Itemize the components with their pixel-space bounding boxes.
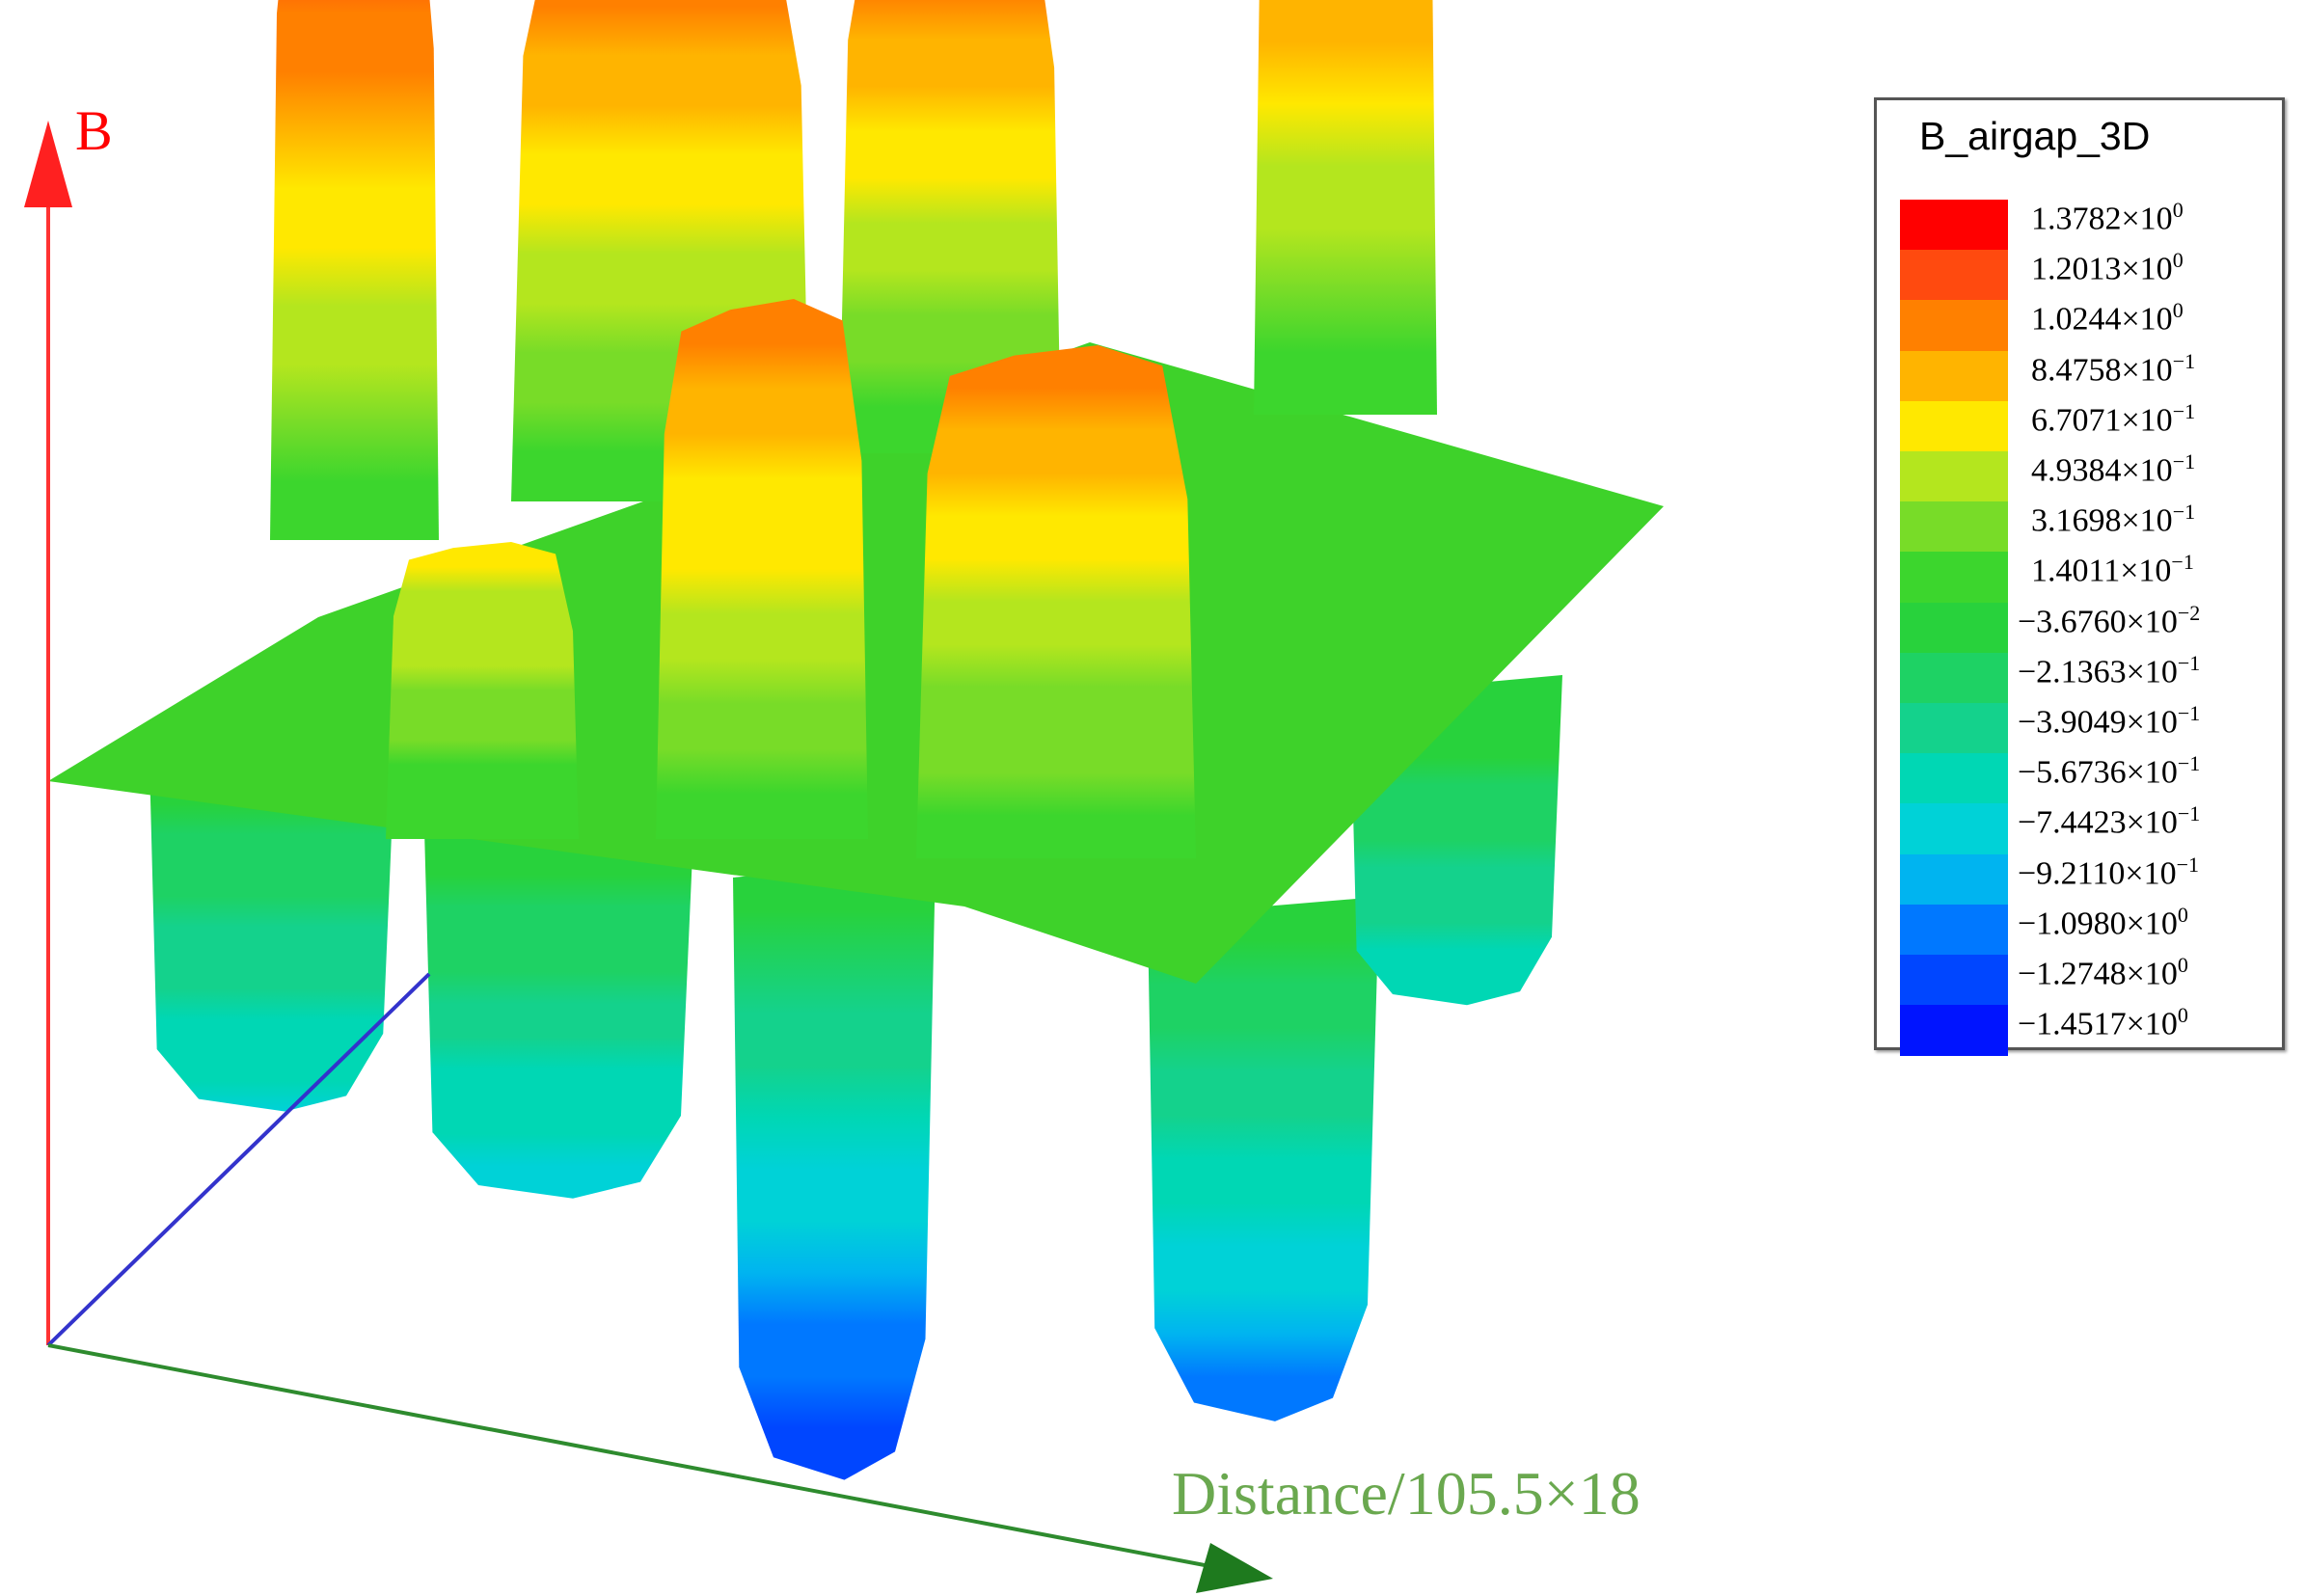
surface-peak xyxy=(386,542,579,839)
surface-peak xyxy=(839,0,1061,453)
colorbar-swatch xyxy=(1900,753,2008,805)
peak-layer xyxy=(270,0,1437,858)
colorbar-swatch xyxy=(1900,501,2008,554)
y-axis-line xyxy=(46,972,431,1347)
z-axis-arrow xyxy=(24,121,72,207)
x-axis-label: Distance/105.5×18 xyxy=(1172,1459,1641,1528)
colorbar-tick-label: 6.7071×10−1 xyxy=(2031,398,2196,439)
colorbar-tick-label: −3.9049×10−1 xyxy=(2018,701,2201,741)
colorbar-swatch xyxy=(1900,703,2008,754)
colorbar-tick-label: −5.6736×10−1 xyxy=(2018,751,2201,791)
surface-trough xyxy=(424,810,694,1199)
surface-trough xyxy=(149,743,395,1112)
surface-peak xyxy=(270,0,439,540)
colorbar-tick-label: −9.2110×10−1 xyxy=(2018,852,2200,891)
colorbar-swatch xyxy=(1900,300,2008,352)
colorbar-swatch xyxy=(1900,400,2008,452)
colorbar-tick-label: −3.6760×10−2 xyxy=(2018,600,2201,639)
colorbar-tick-label: −1.4517×100 xyxy=(2018,1003,2188,1042)
colorbar-swatch xyxy=(1900,552,2008,604)
colorbar-swatch xyxy=(1900,955,2008,1006)
surface-trough xyxy=(1148,897,1379,1421)
colorbar-swatch xyxy=(1900,350,2008,402)
x-axis-arrow xyxy=(1196,1543,1273,1593)
colorbar-swatch xyxy=(1900,853,2008,906)
colorbar-tick-label: 3.1698×10−1 xyxy=(2031,500,2196,539)
colorbar-swatch xyxy=(1900,602,2008,654)
colorbar-tick-label: −1.0980×100 xyxy=(2018,902,2188,942)
colorbar-tick-label: −7.4423×10−1 xyxy=(2018,801,2201,841)
colorbar-tick-label: 1.4011×10−1 xyxy=(2031,550,2194,589)
colorbar-tick-label: 1.0244×100 xyxy=(2031,298,2184,338)
colorbar-swatch xyxy=(1900,1005,2008,1057)
surface-peak xyxy=(1254,0,1437,415)
colorbar-title: B_airgap_3D xyxy=(1919,114,2151,158)
colorbar-swatch xyxy=(1900,904,2008,956)
colorbar-tick-label: −1.2748×100 xyxy=(2018,953,2188,992)
colorbar-tick-label: 1.3782×100 xyxy=(2031,198,2184,237)
colorbar-swatch xyxy=(1900,803,2008,855)
colorbar-swatch xyxy=(1900,652,2008,704)
colorbar-tick-label: 4.9384×10−1 xyxy=(2031,449,2196,489)
colorbar-legend: B_airgap_3D 1.3782×100 1.2013×100 1.0244×1… xyxy=(1874,97,2285,1057)
colorbar-swatch xyxy=(1900,250,2008,302)
x-axis-line xyxy=(47,1343,1226,1571)
surface-peak xyxy=(916,345,1196,858)
colorbar-swatch xyxy=(1900,451,2008,502)
colorbar-tick-label: 8.4758×10−1 xyxy=(2031,348,2196,388)
trough-layer xyxy=(149,675,1562,1480)
surface-peak xyxy=(656,299,868,839)
surface-trough xyxy=(733,858,936,1480)
colorbar-tick-label: 1.2013×100 xyxy=(2031,248,2184,287)
z-axis-label: B xyxy=(75,99,113,162)
colorbar-tick-label: −2.1363×10−1 xyxy=(2018,650,2201,690)
colorbar-swatch xyxy=(1900,200,2008,251)
